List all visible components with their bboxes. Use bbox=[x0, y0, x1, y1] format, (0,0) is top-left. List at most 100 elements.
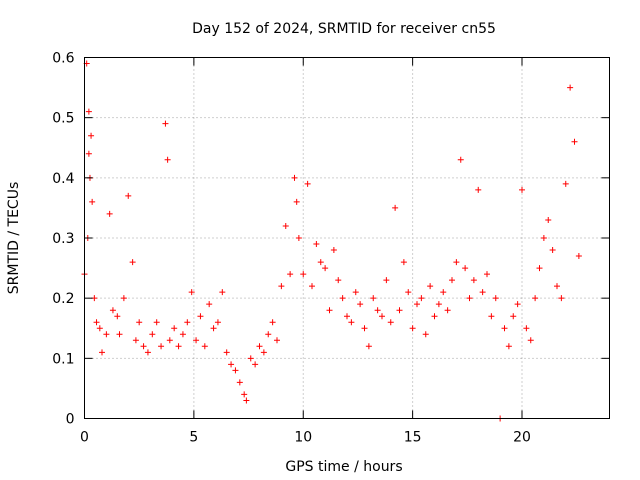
data-point bbox=[562, 180, 569, 187]
data-point bbox=[93, 319, 100, 326]
data-point bbox=[514, 301, 521, 308]
data-point bbox=[523, 325, 530, 332]
data-point bbox=[265, 331, 272, 338]
data-point bbox=[365, 343, 372, 350]
data-point bbox=[89, 198, 96, 205]
data-point bbox=[540, 235, 547, 241]
data-point bbox=[188, 289, 195, 296]
y-tick-label: 0 bbox=[66, 412, 75, 428]
data-point bbox=[505, 343, 512, 350]
data-point bbox=[153, 319, 160, 326]
data-point bbox=[475, 186, 482, 193]
data-point bbox=[274, 337, 280, 344]
data-point bbox=[88, 132, 95, 139]
data-point bbox=[171, 325, 178, 332]
data-point bbox=[252, 361, 259, 368]
data-point bbox=[197, 313, 204, 320]
axis-ticks bbox=[84, 57, 610, 419]
data-point bbox=[326, 307, 333, 314]
data-point bbox=[210, 325, 217, 332]
data-point bbox=[449, 277, 455, 284]
x-tick-label: 0 bbox=[80, 430, 89, 446]
tick-labels: 0 0.1 0.2 0.3 0.4 0.5 0.6 0 5 10 15 20 bbox=[52, 51, 531, 446]
data-point bbox=[335, 277, 342, 284]
grid-lines bbox=[84, 57, 610, 419]
data-point bbox=[162, 120, 169, 127]
data-point bbox=[554, 283, 560, 290]
data-point bbox=[357, 301, 364, 308]
data-point bbox=[470, 277, 477, 284]
data-point bbox=[293, 198, 300, 205]
data-point bbox=[322, 265, 329, 272]
data-point bbox=[291, 174, 298, 181]
data-point bbox=[96, 325, 103, 332]
data-point bbox=[453, 259, 460, 266]
data-point bbox=[466, 295, 473, 302]
data-point bbox=[158, 343, 165, 350]
data-point bbox=[184, 319, 191, 326]
data-point bbox=[201, 343, 208, 350]
data-point bbox=[510, 313, 517, 320]
data-point bbox=[85, 150, 92, 157]
data-point bbox=[374, 307, 381, 314]
data-point bbox=[418, 295, 425, 302]
data-point bbox=[223, 349, 230, 356]
data-point bbox=[179, 331, 186, 338]
data-point bbox=[558, 295, 565, 302]
data-point bbox=[444, 307, 451, 314]
data-point bbox=[144, 349, 151, 356]
data-point bbox=[479, 289, 486, 296]
data-point bbox=[536, 265, 543, 272]
data-point bbox=[85, 108, 92, 115]
data-point bbox=[567, 84, 574, 91]
y-tick-label: 0.4 bbox=[52, 171, 74, 187]
data-point bbox=[120, 295, 127, 302]
data-point bbox=[440, 289, 447, 296]
data-point bbox=[132, 337, 139, 344]
data-point bbox=[164, 156, 171, 163]
data-point bbox=[140, 343, 147, 350]
data-point bbox=[317, 259, 324, 266]
data-point bbox=[431, 313, 438, 320]
data-point bbox=[175, 343, 182, 350]
data-point bbox=[527, 337, 534, 344]
data-point bbox=[545, 216, 552, 223]
data-point bbox=[232, 367, 239, 374]
data-point bbox=[361, 325, 368, 332]
scatter-series bbox=[81, 60, 582, 422]
data-point bbox=[379, 313, 385, 320]
data-point bbox=[149, 331, 156, 338]
data-point bbox=[387, 319, 394, 326]
data-point bbox=[396, 307, 403, 314]
data-point bbox=[405, 289, 412, 296]
data-point bbox=[243, 397, 250, 404]
data-point bbox=[400, 259, 407, 266]
data-point bbox=[492, 295, 499, 302]
data-point bbox=[136, 319, 143, 326]
data-point bbox=[571, 138, 578, 145]
data-point bbox=[193, 337, 200, 344]
data-point bbox=[304, 180, 311, 187]
data-point bbox=[348, 319, 355, 326]
data-point bbox=[488, 313, 495, 320]
data-point bbox=[519, 186, 525, 193]
data-point bbox=[214, 319, 221, 326]
y-tick-label: 0.6 bbox=[52, 51, 74, 67]
data-point bbox=[549, 247, 556, 254]
data-point bbox=[99, 349, 105, 356]
data-point bbox=[282, 222, 289, 229]
data-point bbox=[287, 271, 294, 278]
x-tick-label: 5 bbox=[189, 430, 198, 446]
plot-frame bbox=[84, 57, 610, 419]
data-point bbox=[106, 210, 113, 217]
data-point bbox=[501, 325, 508, 332]
data-point bbox=[457, 156, 464, 163]
data-point bbox=[422, 331, 429, 338]
data-point bbox=[575, 253, 582, 260]
data-point bbox=[300, 271, 307, 278]
data-point bbox=[236, 379, 243, 386]
data-point bbox=[370, 295, 377, 302]
x-tick-label: 15 bbox=[404, 430, 422, 446]
data-point bbox=[352, 289, 359, 296]
